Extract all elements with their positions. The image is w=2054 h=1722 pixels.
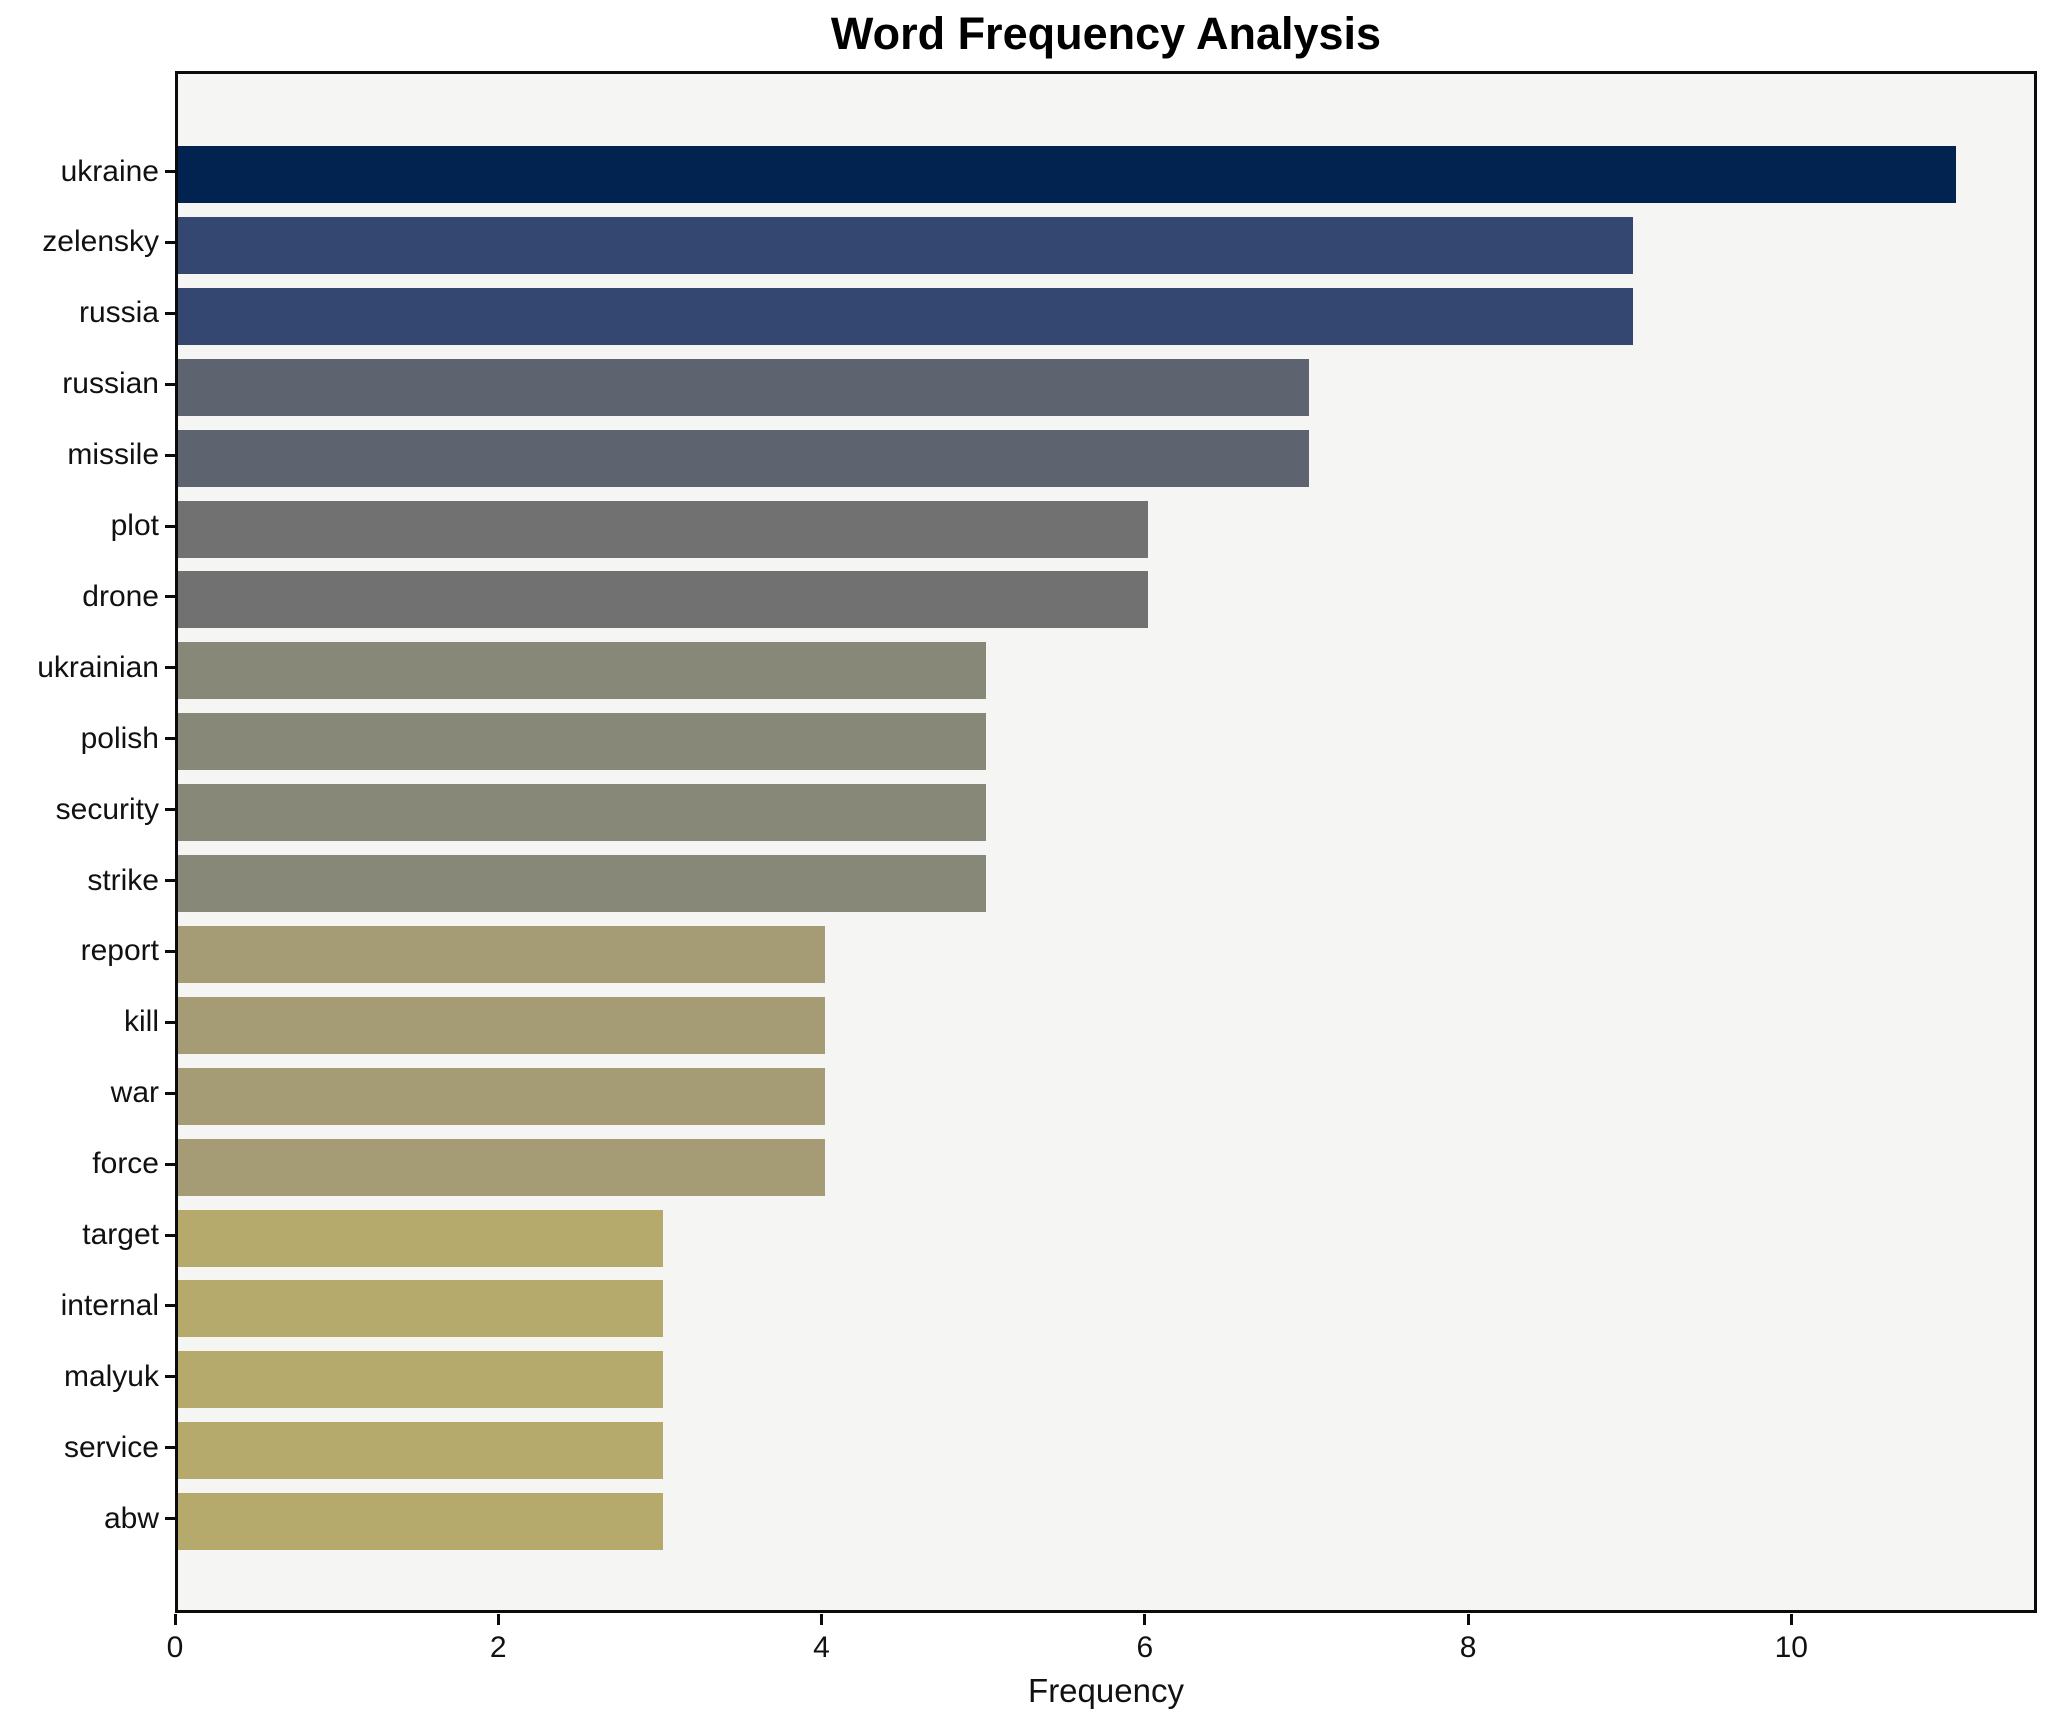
y-axis-label-abw: abw (103, 1501, 159, 1535)
y-tick (165, 524, 175, 528)
y-axis-label-malyuk: malyuk (63, 1359, 159, 1393)
bar-service (178, 1422, 663, 1480)
x-tick-label-4: 4 (813, 1631, 830, 1664)
y-axis-label-plot: plot (110, 509, 159, 542)
x-tick-label-6: 6 (1136, 1631, 1154, 1664)
y-tick (165, 1162, 175, 1166)
bar-internal (178, 1280, 663, 1338)
bar-polish (178, 713, 987, 771)
bar-abw (178, 1493, 663, 1551)
bar-report (178, 925, 825, 983)
plot-area (175, 71, 2037, 1613)
y-tick (165, 240, 175, 244)
y-axis-label-missile: missile (67, 438, 159, 472)
y-axis-label-drone: drone (82, 579, 159, 613)
x-axis-label: Frequency (1028, 1672, 1184, 1709)
y-axis-label-russian: russian (62, 367, 159, 401)
y-axis-label-service: service (63, 1430, 159, 1464)
y-axis-label-polish: polish (80, 721, 159, 755)
x-tick (496, 1614, 500, 1625)
x-tick-label-0: 0 (166, 1631, 184, 1664)
y-axis-label-internal: internal (60, 1288, 159, 1322)
bar-plot (178, 500, 1148, 558)
y-tick (165, 1375, 175, 1379)
y-tick (165, 737, 175, 741)
x-tick (820, 1614, 824, 1625)
y-tick (165, 949, 175, 953)
y-axis-label-russia: russia (78, 296, 159, 330)
x-tick (1789, 1614, 1793, 1625)
chart-title: Word Frequency Analysis (830, 8, 1382, 59)
bar-missile (178, 429, 1310, 487)
x-tick (173, 1614, 177, 1625)
y-tick (165, 1304, 175, 1308)
x-tick-label-8: 8 (1459, 1631, 1477, 1664)
y-axis-label-zelensky: zelensky (42, 225, 159, 259)
y-tick (165, 382, 175, 386)
bar-security (178, 784, 987, 842)
y-tick (165, 311, 175, 315)
y-tick (165, 1517, 175, 1521)
x-tick (1143, 1614, 1147, 1625)
bar-target (178, 1209, 663, 1267)
y-axis-label-war: war (110, 1076, 159, 1110)
y-axis-label-security: security (55, 792, 159, 826)
bar-russia (178, 287, 1633, 345)
bar-strike (178, 855, 987, 912)
y-axis-label-force: force (92, 1147, 159, 1181)
bar-force (178, 1138, 825, 1196)
y-axis-label-ukrainian: ukrainian (37, 650, 159, 684)
y-tick (165, 808, 175, 812)
x-tick (1466, 1614, 1470, 1625)
x-tick-label-10: 10 (1774, 1631, 1808, 1664)
y-axis-label-strike: strike (87, 863, 159, 897)
y-axis-label-report: report (80, 934, 159, 968)
bar-zelensky (178, 216, 1633, 274)
y-tick (165, 170, 175, 173)
bar-ukraine (178, 146, 1956, 203)
y-tick (165, 1020, 175, 1024)
bar-ukrainian (178, 642, 987, 700)
y-axis-label-ukraine: ukraine (60, 154, 159, 188)
bar-russian (178, 358, 1310, 416)
x-tick-label-2: 2 (489, 1631, 507, 1664)
bar-war (178, 1067, 825, 1125)
y-tick (165, 453, 175, 457)
y-tick (165, 666, 175, 670)
y-axis-label-target: target (82, 1218, 159, 1251)
y-tick (165, 879, 175, 882)
bar-kill (178, 996, 825, 1054)
bar-malyuk (178, 1351, 663, 1409)
y-axis-label-kill: kill (124, 1005, 159, 1039)
y-tick (165, 1446, 175, 1450)
y-tick (165, 595, 175, 599)
y-tick (165, 1233, 175, 1237)
y-tick (165, 1091, 175, 1095)
bar-drone (178, 571, 1148, 629)
